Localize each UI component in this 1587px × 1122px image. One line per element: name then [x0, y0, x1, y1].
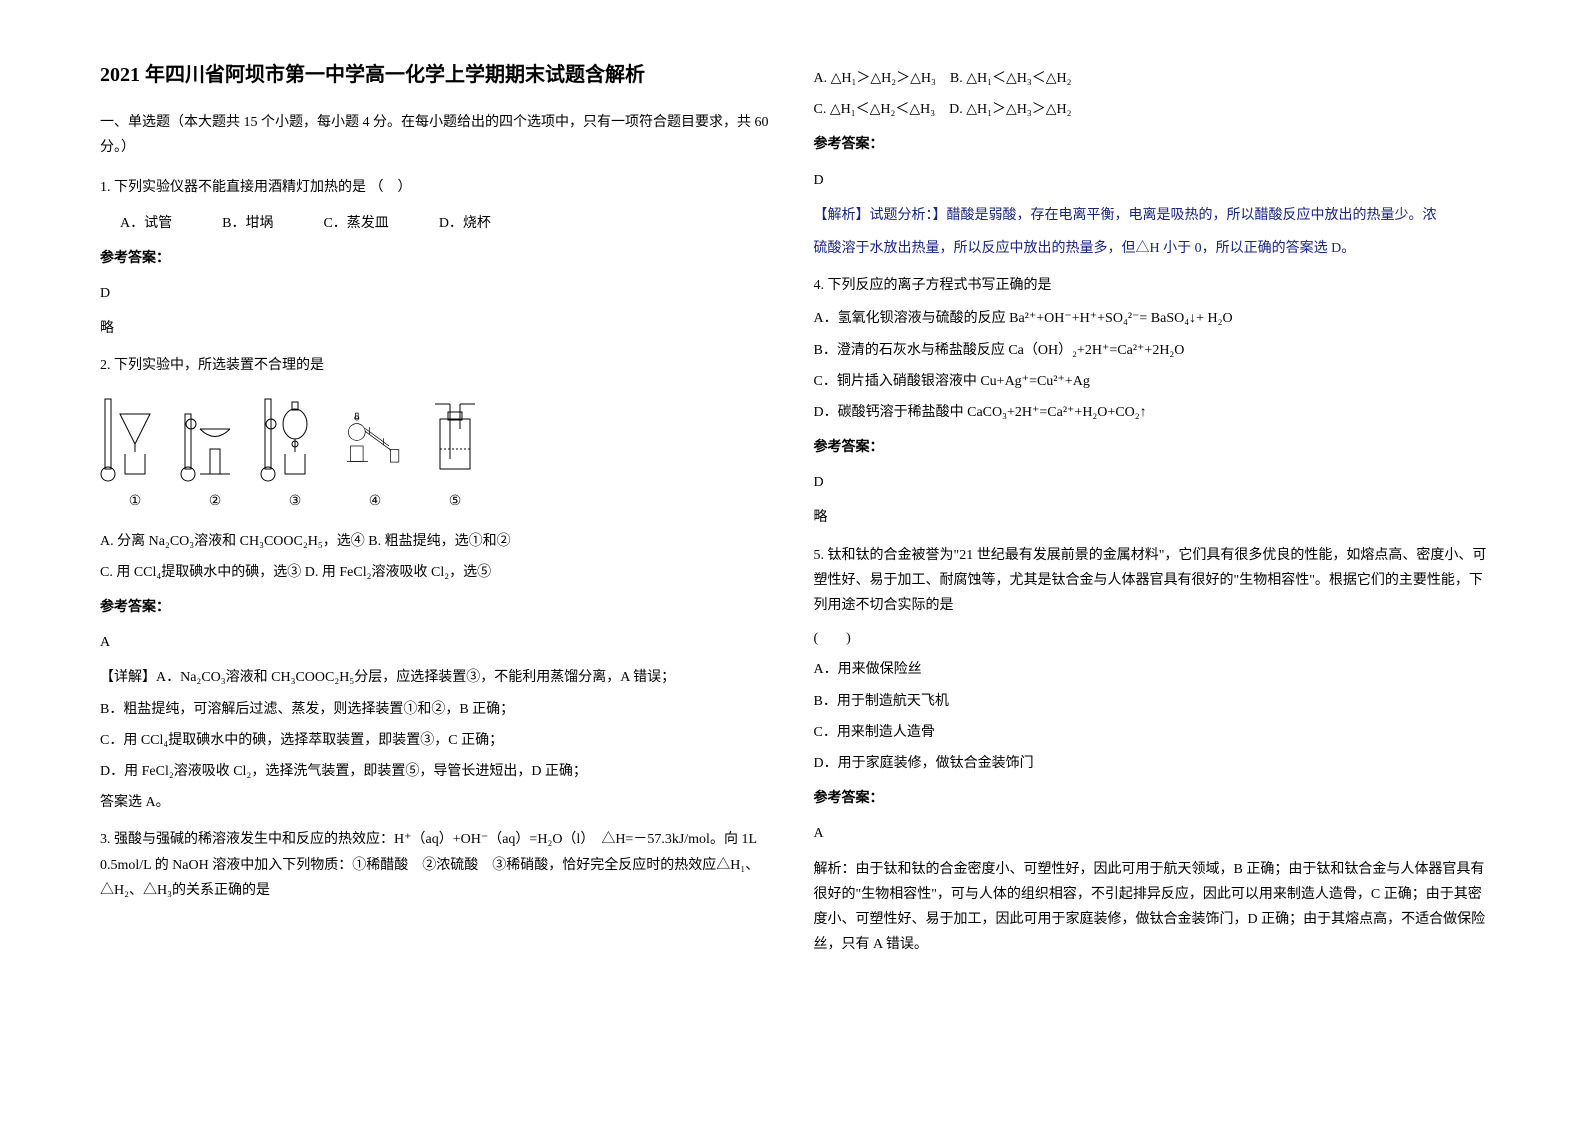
diagram-5-label: ⑤ [449, 489, 462, 514]
q5-analysis: 解析：由于钛和钛的合金密度小、可塑性好，因此可用于航天领域，B 正确；由于钛和钛… [814, 857, 1488, 958]
q5-bracket: ( ) [814, 626, 1488, 651]
q2-detail-c: C．用 CCl₄提取碘水中的碘，选择萃取装置，即装置③，C 正确； [100, 728, 774, 753]
q4-answer: D [814, 470, 1488, 495]
question-5: 5. 钛和钛的合金被誉为"21 世纪最有发展前景的金属材料"，它们具有很多优良的… [814, 543, 1488, 958]
diagram-2-label: ② [209, 489, 222, 514]
question-4: 4. 下列反应的离子方程式书写正确的是 A．氢氧化钡溶液与硫酸的反应 Ba²⁺+… [814, 273, 1488, 531]
q1-options: A．试管 B．坩埚 C．蒸发皿 D．烧杯 [120, 211, 774, 236]
q3-answer-label: 参考答案： [814, 132, 1488, 157]
diagram-4: ④ [340, 394, 410, 514]
q2-diagrams: ① ② [100, 394, 774, 514]
question-3-continued: A. △H₁＞△H₂＞△H₃ B. △H₁＜△H₃＜△H₂ C. △H₁＜△H₂… [814, 66, 1488, 261]
evaporation-apparatus-icon [180, 394, 250, 484]
q1-opt-b: B．坩埚 [222, 211, 273, 236]
question-1: 1. 下列实验仪器不能直接用酒精灯加热的是 （ ） A．试管 B．坩埚 C．蒸发… [100, 175, 774, 341]
diagram-5: ⑤ [420, 394, 490, 514]
q1-answer-label: 参考答案： [100, 246, 774, 271]
q3-opt-b: B. △H₁＜△H₃＜△H₂ [950, 71, 1072, 86]
q5-opt-b: B．用于制造航天飞机 [814, 689, 1488, 714]
q3-options-row1: A. △H₁＞△H₂＞△H₃ B. △H₁＜△H₃＜△H₂ [814, 66, 1488, 91]
q2-opt-ab: A. 分离 Na₂CO₃溶液和 CH₃COOC₂H₅，选④ B. 粗盐提纯，选①… [100, 529, 774, 554]
q3-text: 3. 强酸与强碱的稀溶液发生中和反应的热效应：H⁺（aq）+OH⁻（aq）=H₂… [100, 827, 774, 903]
q1-opt-c: C．蒸发皿 [323, 211, 388, 236]
right-column: A. △H₁＞△H₂＞△H₃ B. △H₁＜△H₃＜△H₂ C. △H₁＜△H₂… [794, 60, 1508, 1062]
diagram-4-label: ④ [369, 489, 382, 514]
q1-answer: D [100, 281, 774, 306]
q3-opt-d: D. △H₁＞△H₃＞△H₂ [949, 102, 1071, 117]
question-2: 2. 下列实验中，所选装置不合理的是 ① [100, 353, 774, 815]
q4-opt-c: C．铜片插入硝酸银溶液中 Cu+Ag⁺=Cu²⁺+Ag [814, 369, 1488, 394]
q1-opt-d: D．烧杯 [439, 211, 491, 236]
distillation-apparatus-icon [340, 394, 410, 484]
q3-analysis-2: 硫酸溶于水放出热量，所以反应中放出的热量多，但△H 小于 0，所以正确的答案选 … [814, 236, 1488, 261]
q5-answer-label: 参考答案： [814, 786, 1488, 811]
q2-detail-d: D．用 FeCl₂溶液吸收 Cl₂，选择洗气装置，即装置⑤，导管长进短出，D 正… [100, 759, 774, 784]
left-column: 2021 年四川省阿坝市第一中学高一化学上学期期末试题含解析 一、单选题（本大题… [80, 60, 794, 1062]
q4-answer-label: 参考答案： [814, 435, 1488, 460]
q5-opt-c: C．用来制造人造骨 [814, 720, 1488, 745]
diagram-1-label: ① [129, 489, 142, 514]
q3-answer: D [814, 168, 1488, 193]
q4-opt-d: D．碳酸钙溶于稀盐酸中 CaCO₃+2H⁺=Ca²⁺+H₂O+CO₂↑ [814, 400, 1488, 425]
q5-opt-a: A．用来做保险丝 [814, 657, 1488, 682]
q1-text: 1. 下列实验仪器不能直接用酒精灯加热的是 （ ） [100, 175, 774, 200]
diagram-3: ③ [260, 394, 330, 514]
q2-answer-label: 参考答案： [100, 595, 774, 620]
q2-text: 2. 下列实验中，所选装置不合理的是 [100, 353, 774, 378]
question-3-start: 3. 强酸与强碱的稀溶液发生中和反应的热效应：H⁺（aq）+OH⁻（aq）=H₂… [100, 827, 774, 903]
q2-detail-b: B．粗盐提纯，可溶解后过滤、蒸发，则选择装置①和②，B 正确； [100, 697, 774, 722]
q3-opt-a: A. △H₁＞△H₂＞△H₃ [814, 71, 936, 86]
q2-detail-a: 【详解】A．Na₂CO₃溶液和 CH₃COOC₂H₅分层，应选择装置③，不能利用… [100, 665, 774, 690]
q3-options-row2: C. △H₁＜△H₂＜△H₃ D. △H₁＞△H₃＞△H₂ [814, 97, 1488, 122]
diagram-3-label: ③ [289, 489, 302, 514]
q4-text: 4. 下列反应的离子方程式书写正确的是 [814, 273, 1488, 298]
q5-answer: A [814, 821, 1488, 846]
q2-answer: A [100, 630, 774, 655]
q5-text: 5. 钛和钛的合金被誉为"21 世纪最有发展前景的金属材料"，它们具有很多优良的… [814, 543, 1488, 619]
q3-opt-c: C. △H₁＜△H₂＜△H₃ [814, 102, 936, 117]
diagram-1: ① [100, 394, 170, 514]
q4-note: 略 [814, 505, 1488, 530]
section-header: 一、单选题（本大题共 15 个小题，每小题 4 分。在每小题给出的四个选项中，只… [100, 110, 774, 160]
q3-analysis-1: 【解析】试题分析：】醋酸是弱酸，存在电离平衡，电离是吸热的，所以醋酸反应中放出的… [814, 203, 1488, 228]
q1-opt-a: A．试管 [120, 211, 172, 236]
filter-apparatus-icon [100, 394, 170, 484]
q2-detail-final: 答案选 A。 [100, 790, 774, 815]
q4-opt-a: A．氢氧化钡溶液与硫酸的反应 Ba²⁺+OH⁻+H⁺+SO₄²⁻= BaSO₄↓… [814, 306, 1488, 331]
gas-washing-icon [420, 394, 490, 484]
q1-note: 略 [100, 316, 774, 341]
q4-opt-b: B．澄清的石灰水与稀盐酸反应 Ca（OH）₂+2H⁺=Ca²⁺+2H₂O [814, 338, 1488, 363]
q2-opt-cd: C. 用 CCl₄提取碘水中的碘，选③ D. 用 FeCl₂溶液吸收 Cl₂，选… [100, 560, 774, 585]
diagram-2: ② [180, 394, 250, 514]
page-title: 2021 年四川省阿坝市第一中学高一化学上学期期末试题含解析 [100, 60, 774, 90]
q5-opt-d: D．用于家庭装修，做钛合金装饰门 [814, 751, 1488, 776]
separating-funnel-icon [260, 394, 330, 484]
